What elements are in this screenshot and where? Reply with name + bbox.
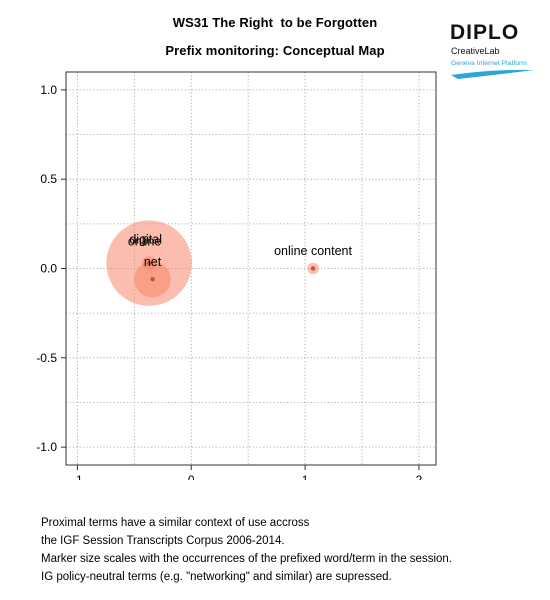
- y-tick-label: 0.5: [40, 172, 57, 186]
- footnote-line: IG policy-neutral terms (e.g. "networkin…: [41, 571, 392, 583]
- x-tick-label: 2: [416, 473, 423, 480]
- y-tick-label: 0.0: [40, 262, 57, 276]
- x-tick-label: 0: [188, 473, 195, 480]
- diplo-logo: DIPLO CreativeLab Geneva Internet Platfo…: [450, 21, 534, 79]
- x-axis: -1 0 1 2: [72, 465, 423, 480]
- x-tick-label: 1: [302, 473, 309, 480]
- point-center: [146, 260, 152, 266]
- y-tick-label: -1.0: [36, 440, 57, 454]
- logo-line1: CreativeLab: [451, 46, 500, 56]
- y-tick-label: -0.5: [36, 351, 57, 365]
- footnote-line: Proximal terms have a similar context of…: [41, 517, 310, 529]
- markers: [106, 220, 319, 306]
- point-label: net: [144, 255, 162, 269]
- x-tick-label: -1: [72, 473, 83, 480]
- point-center: [310, 266, 316, 271]
- chart-title: WS31 The Right to be Forgotten: [172, 15, 378, 30]
- point-label: online: [128, 234, 161, 248]
- footnote-line: the IGF Session Transcripts Corpus 2006-…: [41, 535, 285, 547]
- logo-brand: DIPLO: [450, 21, 519, 44]
- y-tick-label: 1.0: [40, 83, 57, 97]
- chart-subtitle: Prefix monitoring: Conceptual Map: [165, 43, 385, 58]
- point-center: [150, 277, 155, 282]
- y-axis: -1.0 -0.5 0.0 0.5 1.0: [36, 83, 66, 454]
- footnote-line: Marker size scales with the occurrences …: [41, 553, 452, 565]
- logo-line2: Geneva Internet Platform: [451, 60, 527, 67]
- footnote: Proximal terms have a similar context of…: [41, 514, 452, 586]
- point-label: digital: [129, 232, 162, 246]
- logo-swoosh-icon: [451, 69, 534, 79]
- point-label: online content: [274, 244, 352, 258]
